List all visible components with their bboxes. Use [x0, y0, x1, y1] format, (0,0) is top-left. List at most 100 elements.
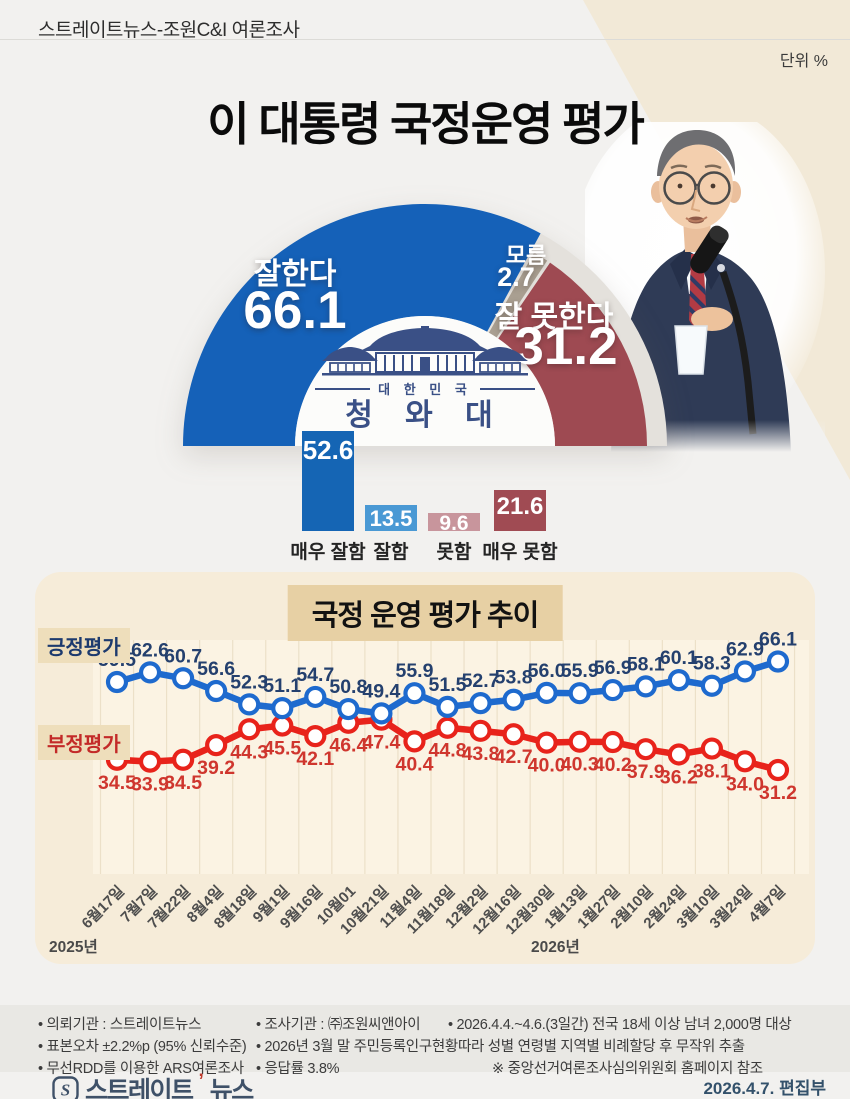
data-point-label: 60.1 [660, 647, 698, 669]
data-point-marker [205, 734, 228, 757]
data-point-label: 38.1 [693, 761, 731, 783]
donut-segment-1 [488, 252, 548, 338]
header-text: 스트레이트뉴스-조원C&I 여론조사 [38, 20, 300, 41]
data-point-marker [105, 670, 129, 694]
header-divider [0, 39, 850, 40]
data-point-label: 51.5 [429, 674, 467, 696]
blue-house-country-label: 대 한 민 국 [315, 379, 535, 398]
data-point-marker [238, 693, 261, 716]
data-point-marker [304, 725, 327, 748]
legend-negative: 부정평가 [38, 725, 130, 760]
bar-0 [302, 431, 354, 531]
data-point-label: 51.1 [263, 675, 301, 697]
data-point-marker [733, 750, 757, 773]
data-point-label: 31.2 [759, 782, 797, 804]
data-point-label: 53.8 [495, 667, 533, 689]
data-point-label: 34.5 [98, 772, 136, 794]
bar-value-2: 9.6 [439, 511, 469, 535]
legend-positive: 긍정평가 [38, 628, 130, 663]
data-point-label: 42.7 [495, 746, 533, 768]
data-point-label: 52.3 [230, 671, 268, 693]
footnote-item: • 2026.4.4.~4.6.(3일간) 전국 18세 이상 남녀 2,000… [448, 1017, 792, 1033]
donut-center [295, 316, 555, 446]
edit-credit: 2026.4.7. 편집부 [703, 1079, 826, 1098]
data-point-marker [469, 719, 492, 742]
data-point-marker [634, 675, 657, 698]
trend-panel: 59.562.660.756.652.351.154.750.849.455.9… [35, 572, 815, 964]
data-point-marker [337, 697, 360, 721]
bar-2 [428, 512, 480, 531]
data-point-marker [667, 743, 690, 766]
bar-chart: 52.6 매우 잘함 13.5 잘함 9.6 못함 21.6 매우 못함 [290, 431, 558, 563]
brand-name: 스트레이트 [85, 1077, 194, 1099]
data-point-marker [634, 738, 657, 761]
data-point-marker [403, 730, 426, 753]
data-point-label: 55.9 [395, 660, 433, 682]
year-label: 2026년 [531, 937, 580, 956]
bar-value-0: 52.6 [302, 435, 354, 466]
data-point-label: 58.3 [693, 653, 731, 675]
bar-1 [365, 505, 417, 531]
data-point-marker [370, 702, 393, 725]
bar-value-3: 21.6 [496, 492, 544, 520]
data-point-label: 34.5 [164, 772, 202, 794]
data-point-label: 58.1 [627, 653, 665, 675]
data-point-marker [535, 681, 558, 704]
data-point-marker [271, 697, 294, 720]
footnote-item: • 의뢰기관 : 스트레이트뉴스 [38, 1017, 202, 1033]
data-point-label: 54.7 [296, 664, 334, 686]
brand-name-suffix: 뉴스 [209, 1077, 255, 1099]
data-point-label: 55.9 [561, 660, 599, 682]
data-point-label: 40.3 [561, 754, 599, 776]
data-point-label: 33.9 [131, 774, 169, 796]
footnote-item: • 표본오차 ±2.2%p (95% 신뢰수준) [38, 1039, 247, 1055]
data-point-marker [700, 674, 724, 697]
footnote-item: • 무선RDD를 이용한 ARS여론조사 [38, 1061, 244, 1077]
data-point-label: 37.9 [627, 761, 665, 783]
data-point-label: 40.0 [528, 755, 566, 777]
brand-emblem-icon: S [52, 1075, 79, 1099]
data-point-label: 50.8 [329, 676, 367, 698]
blue-house-building-icon [322, 326, 528, 376]
bar-category-3: 매우 못함 [482, 542, 558, 563]
footnote-item: • 조사기관 : ㈜조원씨앤아이 [256, 1017, 421, 1033]
bar-3 [494, 489, 546, 531]
data-point-marker [138, 661, 162, 684]
data-point-marker [766, 758, 790, 782]
data-point-label: 39.2 [197, 757, 235, 779]
donut-label-good: 잘한다 [253, 258, 337, 291]
donut-label-dontknow: 모름 [505, 243, 547, 268]
donut-value-dontknow: 2.7 [497, 262, 535, 292]
data-point-label: 62.6 [131, 639, 169, 661]
data-point-label: 43.8 [462, 743, 500, 765]
data-point-marker [502, 723, 525, 746]
data-point-marker [172, 748, 195, 771]
data-point-label: 49.4 [362, 680, 400, 702]
data-point-label: 45.5 [263, 738, 301, 760]
data-point-marker [469, 692, 492, 715]
x-axis-label: 6월17일 [79, 883, 128, 932]
data-point-marker [271, 714, 294, 737]
data-point-label: 56.0 [528, 660, 566, 682]
year-label: 2025년 [49, 937, 98, 956]
data-point-label: 56.9 [594, 657, 632, 679]
data-point-marker [205, 679, 228, 703]
data-point-label: 44.8 [429, 740, 467, 762]
data-point-marker [700, 737, 724, 760]
data-point-marker [436, 695, 459, 718]
data-point-marker [766, 650, 790, 673]
data-point-marker [568, 682, 591, 705]
footnote-item: • 2026년 3월 말 주민등록인구현황따라 성별 연령별 지역별 비례할당 … [256, 1039, 745, 1055]
data-point-marker [403, 682, 426, 705]
data-point-label: 42.1 [296, 748, 334, 770]
data-point-marker [304, 685, 327, 709]
data-point-marker [601, 678, 624, 702]
data-point-marker [601, 730, 624, 754]
brand-tick-icon: ’ [198, 1071, 204, 1092]
svg-text:S: S [61, 1080, 70, 1099]
bar-value-1: 13.5 [369, 506, 413, 532]
footnote-item: • 응답률 3.8% [256, 1061, 340, 1077]
page-title: 이 대통령 국정운영 평가 [207, 98, 645, 150]
data-point-label: 62.9 [726, 638, 764, 660]
